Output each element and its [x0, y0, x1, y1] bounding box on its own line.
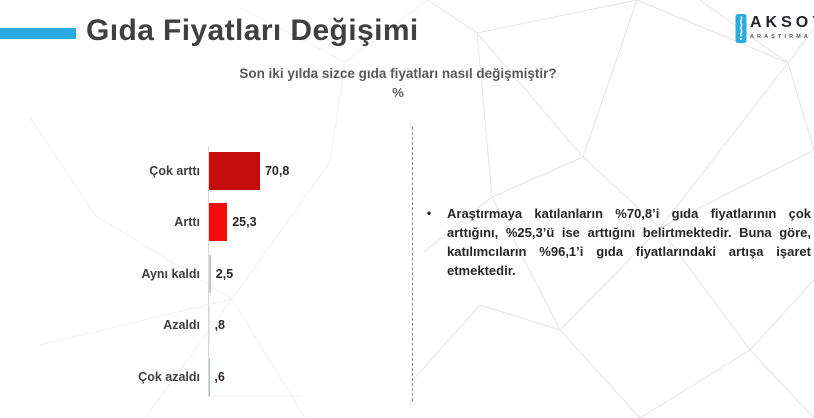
logo-subtitle: ARAŞTIRMA [750, 34, 811, 40]
bar [209, 254, 211, 293]
chart-row: Çok arttı 70,8 [120, 151, 425, 190]
aksoy-logo-text: AKSOY ARAŞTIRMA [750, 13, 814, 40]
chart-row: Azaldı ,8 [120, 306, 425, 344]
value-label: ,6 [214, 369, 225, 384]
note-text: Araştırmaya katılanların %70,8’i gıda fi… [447, 206, 811, 278]
aksoy-logo-icon [735, 14, 747, 43]
aksoy-logo: AKSOY ARAŞTIRMA [735, 13, 814, 44]
page-title: Gıda Fiyatları Değişimi [86, 14, 419, 47]
category-label: Çok azaldı [138, 369, 200, 384]
dashed-divider [412, 127, 413, 401]
value-label: 2,5 [215, 266, 234, 281]
category-label: Azaldı [163, 318, 200, 332]
category-label: Aynı kaldı [141, 266, 200, 281]
chart-row: Çok azaldı ,6 [120, 357, 425, 396]
chart-row: Arttı 25,3 [120, 203, 425, 241]
category-label: Çok arttı [149, 163, 200, 178]
chart-unit-label: % [392, 85, 404, 100]
bullet-icon: • [427, 206, 432, 220]
value-label: ,8 [214, 318, 225, 332]
value-label: 25,3 [232, 215, 257, 229]
bar [209, 151, 260, 190]
bar [209, 306, 210, 344]
value-label: 70,8 [264, 163, 290, 178]
chart-question: Son iki yılda sizce gıda fiyatları nasıl… [239, 66, 557, 81]
logo-name: AKSOY [750, 14, 814, 31]
bar-chart: Çok arttı 70,8 Arttı 25,3 Aynı kaldı 2,5 Azald… [120, 144, 425, 406]
title-accent-bar [0, 28, 76, 39]
category-axis-line [208, 146, 209, 397]
bar [209, 203, 228, 241]
chart-row: Aynı kaldı 2,5 [120, 254, 425, 293]
note-block: • Araştırmaya katılanların %70,8’i gıda … [427, 204, 811, 280]
category-label: Arttı [174, 215, 200, 229]
